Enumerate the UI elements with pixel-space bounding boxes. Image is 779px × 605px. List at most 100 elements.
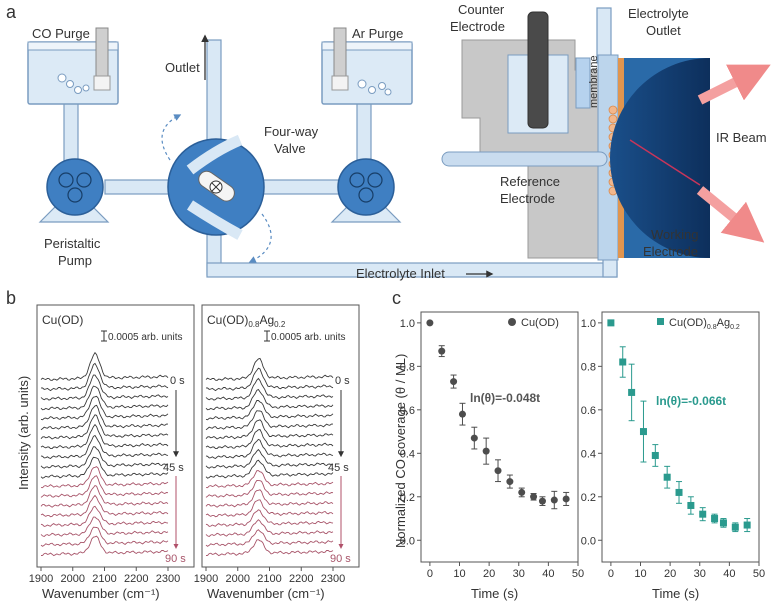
data-point — [687, 501, 695, 509]
scale-bar-label-1: 0.0005 arb. units — [108, 332, 183, 343]
coverage-x-axis-label-1: Time (s) — [471, 586, 518, 601]
ar-purge-label: Ar Purge — [352, 26, 403, 41]
spectra-title-2: Cu(OD)0.8Ag0.2 — [207, 313, 286, 329]
spectrum-trace — [40, 446, 169, 469]
data-point — [426, 319, 434, 327]
right-pump — [330, 158, 402, 223]
legend-marker-2 — [657, 318, 664, 325]
coverage-frame-2 — [601, 311, 760, 563]
spectra-frame-2 — [201, 304, 360, 568]
y-tick-label: 1.0 — [400, 318, 415, 330]
reference-electrode-line1: Reference — [500, 174, 560, 189]
spectrum-trace — [40, 505, 169, 527]
spectrum-trace — [205, 367, 334, 392]
spectra-tick-label: 2200 — [124, 573, 148, 585]
spectrum-trace — [40, 475, 169, 498]
spectrum-trace — [40, 466, 169, 489]
membrane-label: membrane — [588, 55, 600, 108]
y-tick-label: 0.6 — [581, 405, 596, 417]
spectra-tick-label: 2200 — [289, 573, 313, 585]
coverage-y-axis-label: Normalized CO coverage (θ / ML) — [393, 354, 408, 548]
spectrum-trace — [40, 456, 169, 479]
electrolyte-outlet-line1: Electrolyte — [628, 6, 689, 21]
spectrum-trace — [40, 362, 169, 392]
data-point — [470, 434, 478, 442]
co-purge-beaker — [27, 27, 119, 105]
data-point — [619, 358, 627, 366]
time-label-90s-1: 90 s — [165, 553, 186, 565]
spectra-tick-label: 1900 — [194, 573, 218, 585]
panel-letter-c: c — [392, 288, 401, 308]
data-point — [607, 319, 615, 327]
data-point — [663, 473, 671, 481]
spectrum-trace — [40, 535, 169, 557]
y-tick-label: 0.4 — [400, 448, 415, 460]
panel-letter-a: a — [6, 2, 17, 22]
spectrum-trace — [40, 404, 168, 431]
data-point — [743, 521, 751, 529]
coverage-frame-1 — [420, 311, 579, 563]
x-tick-label: 30 — [513, 568, 525, 580]
x-tick-label: 20 — [664, 568, 676, 580]
data-point — [550, 496, 558, 504]
working-electrode-line1: Working — [651, 227, 698, 242]
valve-label-line2: Valve — [274, 141, 306, 156]
x-tick-label: 50 — [753, 568, 765, 580]
coverage-plot-1: 0 10 20 30 40 50 0.0 0.2 0.4 0.6 0.8 1.0 — [400, 318, 584, 580]
spectrum-trace — [205, 499, 334, 518]
working-electrode-line2: Electrode — [643, 244, 698, 259]
x-tick-label: 0 — [608, 568, 614, 580]
data-point — [719, 519, 727, 527]
data-point — [482, 447, 490, 455]
data-point — [494, 467, 502, 475]
electrolyte-inlet-label: Electrolyte Inlet — [356, 266, 445, 281]
legend-2: Cu(OD)0.8Ag0.2 — [657, 317, 740, 331]
time-label-90s-2: 90 s — [330, 553, 351, 565]
legend-text-1: Cu(OD) — [521, 317, 559, 329]
data-point — [675, 488, 683, 496]
valve-label-line1: Four-way — [264, 124, 319, 139]
panel-a-schematic: a — [6, 2, 771, 281]
legend-1: Cu(OD) — [508, 317, 559, 329]
x-tick-label: 30 — [694, 568, 706, 580]
data-point — [639, 428, 647, 436]
panel-b-spectra: b Intensity (arb. units) Cu(OD) Cu(OD)0.… — [6, 288, 360, 601]
x-tick-label: 10 — [453, 568, 465, 580]
y-tick-label: 0.4 — [581, 448, 596, 460]
counter-electrode-line1: Counter — [458, 2, 505, 17]
y-tick-label: 0.2 — [581, 492, 596, 504]
x-tick-label: 20 — [483, 568, 495, 580]
spectra-traces-2 — [205, 357, 334, 557]
y-tick-label: 0.6 — [400, 405, 415, 417]
panel-c-coverage: c Normalized CO coverage (θ / ML) 0 10 20 3… — [392, 288, 765, 601]
counter-electrode-line2: Electrode — [450, 19, 505, 34]
spectra-frame-1 — [36, 304, 195, 568]
y-tick-label: 0.8 — [581, 361, 596, 373]
spectrum-trace — [40, 385, 169, 411]
pump-label-line1: Peristaltic — [44, 236, 101, 251]
data-point — [711, 515, 719, 523]
time-label-0s-1: 0 s — [170, 375, 185, 387]
spectra-tick-label: 2300 — [321, 573, 345, 585]
spectrum-trace — [40, 374, 169, 401]
spectrum-trace — [205, 539, 334, 557]
x-tick-label: 40 — [723, 568, 735, 580]
data-point — [731, 523, 739, 531]
data-point — [699, 510, 707, 518]
y-tick-label: 0.0 — [581, 535, 596, 547]
annotation-1: ln(θ)=-0.048t — [470, 391, 540, 405]
data-point — [538, 497, 546, 505]
spectrum-trace — [205, 419, 334, 440]
scale-bar-label-2: 0.0005 arb. units — [271, 332, 346, 343]
spectrum-trace — [205, 410, 333, 431]
data-point — [438, 347, 446, 355]
legend-marker-1 — [508, 318, 516, 326]
time-label-45s-1: 45 s — [163, 462, 184, 474]
annotation-2: ln(θ)=-0.066t — [656, 394, 726, 408]
spectra-y-axis-label: Intensity (arb. units) — [16, 376, 31, 490]
spectra-tick-label: 2100 — [92, 573, 116, 585]
data-point — [562, 495, 570, 503]
spectrum-trace — [40, 414, 169, 440]
x-tick-label: 10 — [634, 568, 646, 580]
data-point — [450, 378, 458, 386]
